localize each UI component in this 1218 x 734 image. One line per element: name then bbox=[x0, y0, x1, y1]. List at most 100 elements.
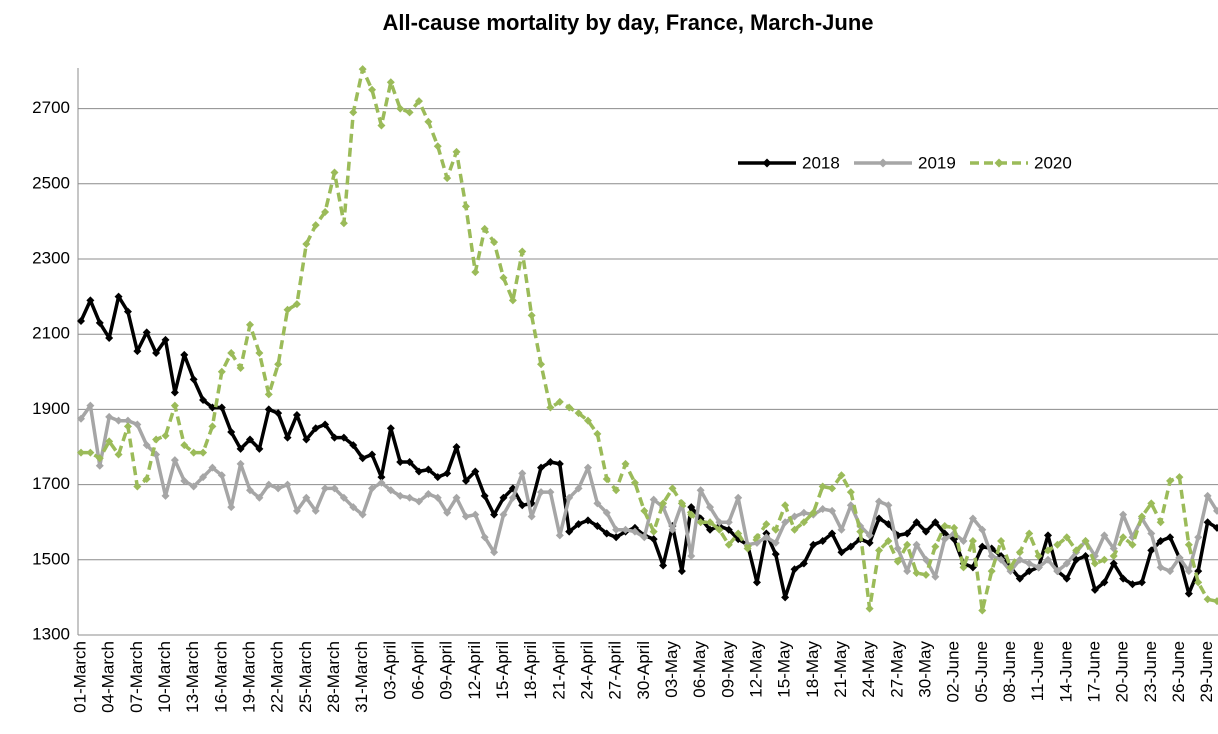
data-point bbox=[771, 538, 780, 547]
data-point bbox=[997, 555, 1006, 564]
data-point bbox=[518, 247, 527, 256]
data-point bbox=[443, 508, 452, 517]
data-point bbox=[77, 414, 85, 423]
data-point bbox=[931, 518, 940, 527]
data-point bbox=[443, 174, 452, 183]
data-point bbox=[114, 416, 123, 425]
chart-title: All-cause mortality by day, France, Marc… bbox=[382, 10, 873, 35]
data-point bbox=[405, 493, 414, 502]
data-point bbox=[1072, 546, 1081, 555]
data-point bbox=[245, 486, 254, 495]
data-point bbox=[959, 563, 968, 572]
data-point bbox=[555, 397, 564, 406]
data-point bbox=[386, 424, 395, 433]
data-point bbox=[490, 548, 499, 557]
y-tick-label: 2300 bbox=[32, 248, 70, 267]
data-point bbox=[715, 525, 724, 534]
data-point bbox=[245, 435, 254, 444]
data-point bbox=[480, 533, 489, 542]
data-point bbox=[480, 491, 489, 500]
data-point bbox=[95, 454, 104, 463]
data-point bbox=[152, 435, 161, 444]
data-point bbox=[405, 458, 414, 467]
data-point bbox=[368, 85, 377, 94]
data-point bbox=[471, 467, 480, 476]
data-point bbox=[1062, 533, 1071, 542]
data-point bbox=[602, 529, 611, 538]
data-point bbox=[199, 473, 208, 482]
data-point bbox=[903, 540, 912, 549]
data-point bbox=[1044, 546, 1053, 555]
data-point bbox=[189, 375, 198, 384]
data-point bbox=[1006, 563, 1015, 572]
data-point bbox=[649, 495, 658, 504]
data-point bbox=[1128, 580, 1137, 589]
data-point bbox=[630, 527, 639, 536]
data-point bbox=[856, 527, 865, 536]
data-point bbox=[846, 488, 855, 497]
data-point bbox=[349, 441, 358, 450]
data-point bbox=[762, 533, 771, 542]
data-point bbox=[142, 328, 151, 337]
x-tick-label: 16-March bbox=[211, 641, 230, 713]
data-point bbox=[461, 476, 470, 485]
data-point bbox=[574, 484, 583, 493]
data-point bbox=[414, 467, 423, 476]
data-point bbox=[912, 540, 921, 549]
data-point bbox=[724, 525, 733, 534]
data-point bbox=[790, 512, 799, 521]
x-tick-label: 19-March bbox=[239, 641, 258, 713]
data-point bbox=[978, 542, 987, 551]
data-point bbox=[724, 518, 733, 527]
data-point bbox=[330, 484, 339, 493]
data-point bbox=[1015, 555, 1024, 564]
x-tick-label: 01-March bbox=[70, 641, 89, 713]
data-point bbox=[199, 448, 208, 457]
data-point bbox=[1128, 540, 1137, 549]
data-point bbox=[86, 448, 95, 457]
data-point bbox=[668, 525, 677, 534]
data-point bbox=[912, 568, 921, 577]
data-point bbox=[405, 108, 414, 117]
data-point bbox=[593, 499, 602, 508]
data-point bbox=[123, 422, 132, 431]
data-point bbox=[283, 433, 292, 442]
data-point bbox=[358, 510, 367, 519]
data-point bbox=[123, 416, 132, 425]
data-point bbox=[1109, 552, 1118, 561]
data-point bbox=[799, 508, 808, 517]
data-point bbox=[940, 535, 949, 544]
data-point bbox=[715, 518, 724, 527]
data-point bbox=[1147, 546, 1156, 555]
x-tick-label: 05-June bbox=[972, 641, 991, 702]
data-point bbox=[274, 409, 283, 418]
data-point bbox=[931, 572, 940, 581]
data-point bbox=[752, 533, 761, 542]
data-point bbox=[583, 516, 592, 525]
data-point bbox=[339, 433, 348, 442]
data-point bbox=[1166, 567, 1175, 576]
data-point bbox=[377, 121, 386, 130]
data-point bbox=[321, 420, 330, 429]
y-tick-label: 2500 bbox=[32, 173, 70, 192]
data-point bbox=[358, 65, 367, 74]
x-tick-label: 17-June bbox=[1084, 641, 1103, 702]
data-point bbox=[1203, 518, 1212, 527]
x-tick-label: 09-April bbox=[437, 641, 456, 700]
data-point bbox=[518, 501, 527, 510]
data-point bbox=[1025, 559, 1034, 568]
data-point bbox=[170, 388, 179, 397]
data-point bbox=[546, 458, 555, 467]
data-point bbox=[424, 490, 433, 498]
data-point bbox=[677, 499, 686, 508]
data-point bbox=[593, 521, 602, 530]
data-point bbox=[912, 518, 921, 527]
data-point bbox=[621, 525, 630, 534]
data-point bbox=[612, 486, 621, 495]
data-point bbox=[1213, 506, 1218, 515]
data-point bbox=[752, 578, 761, 587]
data-point bbox=[452, 443, 461, 451]
data-point bbox=[86, 401, 95, 410]
data-point bbox=[264, 480, 273, 489]
x-tick-label: 26-June bbox=[1169, 641, 1188, 702]
